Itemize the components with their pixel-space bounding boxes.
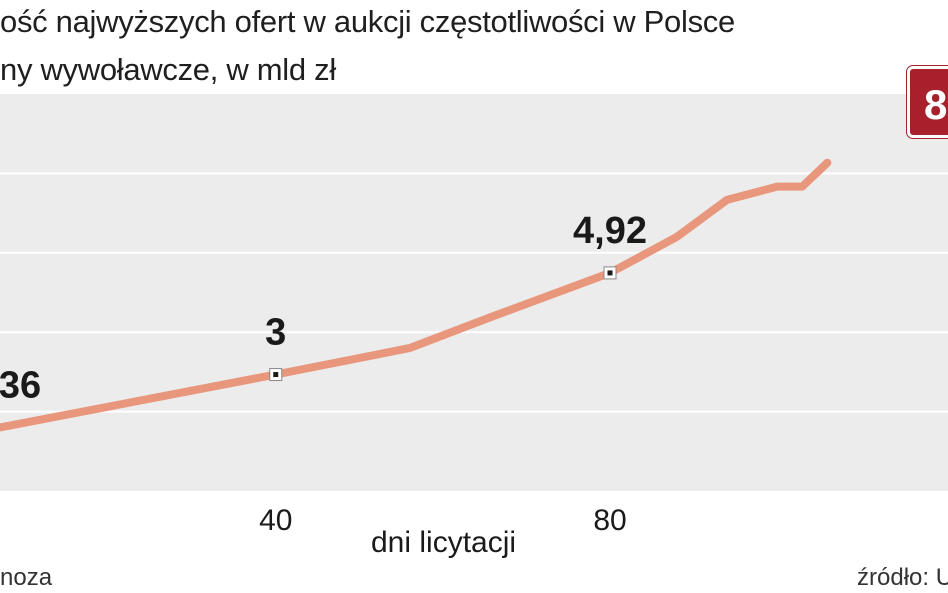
source-note: źródło: U — [857, 564, 948, 591]
chart-title: ość najwyższych ofert w aukcji częstotli… — [0, 4, 735, 39]
x-axis-label: dni licytacji — [371, 526, 517, 559]
series-line — [0, 158, 832, 432]
data-label: 4,92 — [573, 210, 647, 252]
chart-subtitle: ny wywoławcze, w mld zł — [0, 52, 336, 87]
data-point-marker-dot — [607, 270, 613, 276]
data-label: 36 — [0, 364, 41, 406]
x-tick-label: 40 — [259, 504, 292, 537]
data-point-marker-dot — [273, 372, 279, 378]
plot-area — [0, 94, 948, 491]
highlight-value-badge: 8 — [907, 66, 948, 138]
data-label: 3 — [265, 312, 286, 354]
footnote-left: noza — [0, 564, 53, 591]
x-tick-label: 80 — [593, 504, 626, 537]
